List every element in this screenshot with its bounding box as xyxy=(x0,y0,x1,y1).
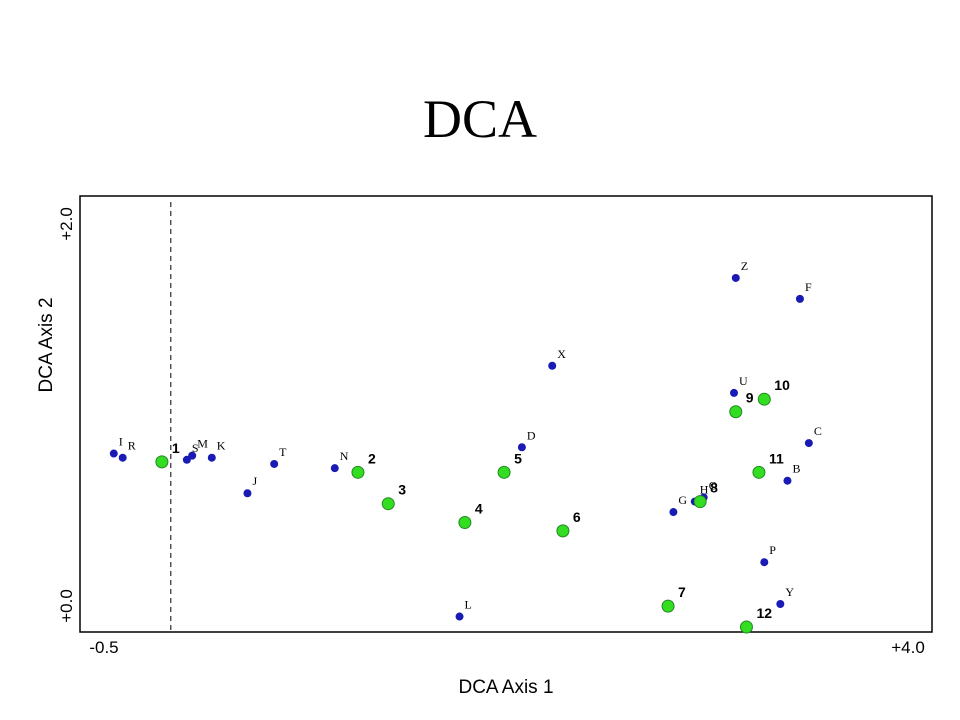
species-point-N xyxy=(330,464,339,473)
y-tick-label-min: +0.0 xyxy=(57,589,76,623)
x-tick-label-min: -0.5 xyxy=(89,638,118,657)
species-label-R: R xyxy=(128,439,136,453)
species-label-G: G xyxy=(678,493,687,507)
sample-label-4: 4 xyxy=(475,501,483,517)
species-point-R xyxy=(118,453,127,462)
sample-label-12: 12 xyxy=(756,605,772,621)
species-point-G xyxy=(669,508,678,517)
plot-frame xyxy=(79,195,933,633)
x-axis-label: DCA Axis 1 xyxy=(458,677,553,698)
sample-point-1 xyxy=(155,455,169,469)
species-label-S: S xyxy=(192,441,199,455)
species-point-Y xyxy=(776,600,785,609)
species-label-J: J xyxy=(252,474,257,488)
chart-title: DCA xyxy=(422,89,537,149)
sample-label-9: 9 xyxy=(746,390,754,406)
sample-label-2: 2 xyxy=(368,450,376,466)
sample-label-1: 1 xyxy=(172,440,180,456)
species-label-P: P xyxy=(769,543,776,557)
sample-point-5 xyxy=(497,465,511,479)
species-label-K: K xyxy=(217,439,226,453)
sample-point-6 xyxy=(556,524,570,538)
sample-point-10 xyxy=(757,392,771,406)
species-label-I: I xyxy=(119,435,123,449)
sample-label-6: 6 xyxy=(573,509,581,525)
species-point-F xyxy=(795,294,804,303)
species-point-M xyxy=(188,451,197,460)
sample-label-5: 5 xyxy=(514,450,522,466)
sample-label-7: 7 xyxy=(678,584,686,600)
sample-point-12 xyxy=(739,620,753,634)
species-label-C: C xyxy=(814,424,822,438)
species-label-H: H xyxy=(700,483,709,497)
species-label-U: U xyxy=(739,374,748,388)
species-label-B: B xyxy=(792,462,800,476)
species-label-X: X xyxy=(557,347,566,361)
species-label-N: N xyxy=(340,449,349,463)
sample-point-9 xyxy=(729,405,743,419)
species-label-O: O xyxy=(709,478,718,492)
species-label-Y: Y xyxy=(785,585,794,599)
y-axis-label: DCA Axis 2 xyxy=(36,297,57,392)
sample-point-3 xyxy=(381,497,395,511)
species-point-U xyxy=(729,388,738,397)
species-point-J xyxy=(243,489,252,498)
species-points: I R SM K J T N L D X GH O Z U F C B P Y xyxy=(109,259,822,621)
species-label-Z: Z xyxy=(741,259,748,273)
species-point-L xyxy=(455,612,464,621)
y-tick-label-max: +2.0 xyxy=(57,207,76,241)
sample-label-11: 11 xyxy=(769,450,784,466)
species-point-D xyxy=(517,443,526,452)
species-point-X xyxy=(548,361,557,370)
species-label-D: D xyxy=(527,428,536,442)
species-label-M: M xyxy=(197,437,208,451)
sample-point-11 xyxy=(752,465,766,479)
species-point-K xyxy=(207,453,216,462)
sample-point-4 xyxy=(458,516,472,529)
sample-point-7 xyxy=(661,599,675,613)
species-label-F: F xyxy=(805,280,812,294)
species-point-Z xyxy=(731,273,740,282)
sample-label-10: 10 xyxy=(774,377,790,393)
sample-point-2 xyxy=(351,465,365,479)
species-label-L: L xyxy=(465,598,472,612)
species-point-C xyxy=(804,439,813,448)
sample-point-8 xyxy=(693,495,707,509)
sample-label-3: 3 xyxy=(398,482,406,498)
sample-label-8: 8 xyxy=(710,480,718,496)
x-tick-label-max: +4.0 xyxy=(891,638,925,657)
species-point-B xyxy=(783,476,792,485)
species-point-P xyxy=(760,558,769,567)
species-point-I xyxy=(109,449,118,458)
species-label-T: T xyxy=(279,445,287,459)
species-point-T xyxy=(270,459,279,468)
